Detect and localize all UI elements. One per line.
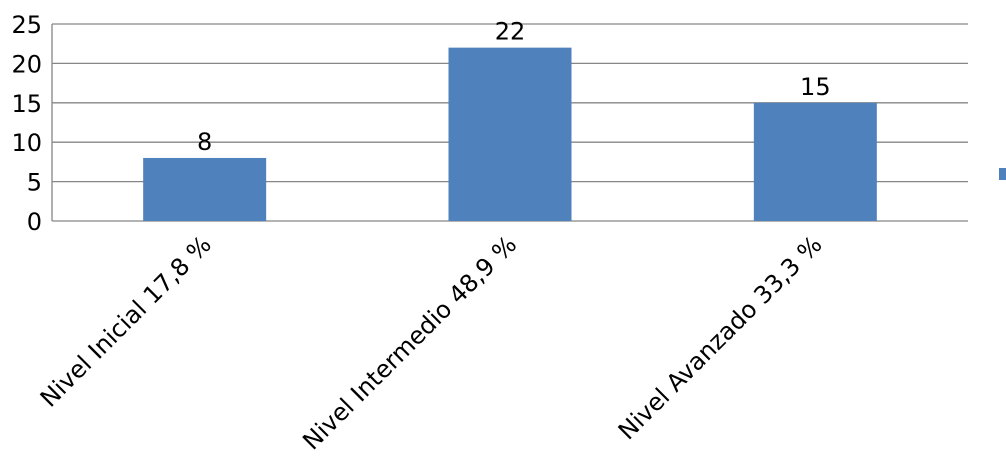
y-tick-label: 15: [11, 90, 42, 118]
legend-marker: [999, 168, 1006, 180]
y-tick-label: 10: [11, 129, 42, 157]
data-label: 15: [800, 73, 831, 101]
bar: [753, 102, 877, 221]
bars: [143, 47, 877, 221]
data-label: 8: [197, 128, 212, 156]
y-tick-label: 20: [11, 50, 42, 78]
category-label: Nivel Inicial 17,8 %: [35, 230, 217, 412]
bar: [448, 47, 572, 221]
y-tick-label: 0: [27, 208, 42, 236]
category-label: Nivel Intermedio 48,9 %: [297, 230, 522, 455]
category-label: Nivel Avanzado 33,3 %: [613, 230, 828, 445]
bar: [143, 157, 267, 221]
data-label: 22: [495, 18, 526, 46]
y-tick-label: 5: [27, 169, 42, 197]
y-axis-tick-labels: 0 5 10 15 20 25: [11, 11, 42, 236]
x-axis-category-labels: Nivel Inicial 17,8 % Nivel Intermedio 48,…: [35, 230, 828, 455]
data-labels: 8 22 15: [197, 18, 831, 156]
y-tick-label: 25: [11, 11, 42, 39]
